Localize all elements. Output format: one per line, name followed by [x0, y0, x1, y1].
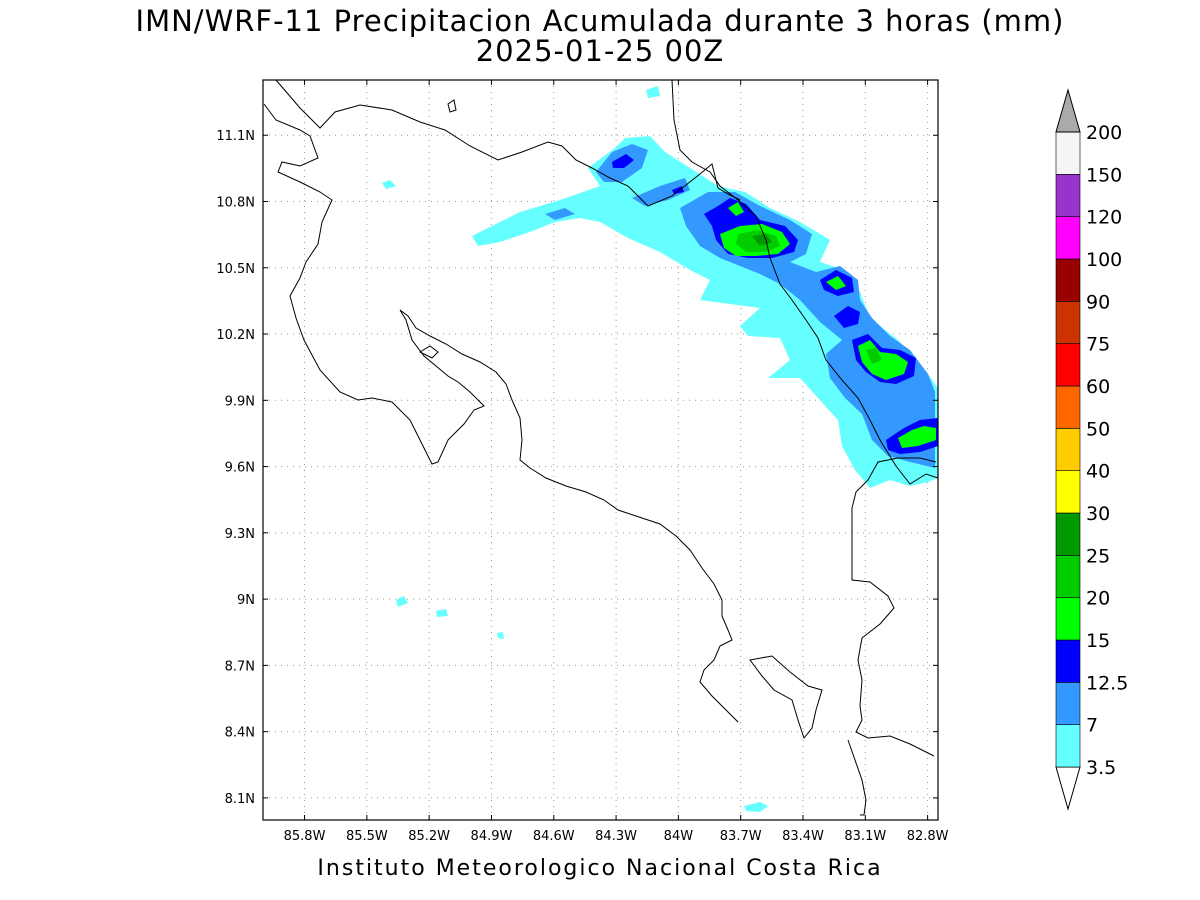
lon-tick-label: 83.7W: [720, 829, 762, 844]
colorbar-label: 75: [1086, 334, 1110, 356]
colorbar-max-arrow: [1055, 88, 1081, 133]
precip-area-15-e: [898, 426, 936, 448]
footer-credit: Instituto Meteorologico Nacional Costa R…: [317, 856, 883, 881]
nicaragua-pacific-coast: [263, 103, 739, 723]
colorbar-swatch: [1055, 597, 1081, 641]
precip-area-3.5-main: [472, 136, 938, 488]
lon-tick-label: 83.4W: [782, 829, 824, 844]
precip-area-15-a: [728, 202, 744, 216]
colorbar-swatch: [1055, 301, 1081, 344]
colorbar-label: 12.5: [1086, 672, 1128, 694]
lon-tick-label: 84.6W: [533, 829, 575, 844]
lake-island: [418, 345, 439, 359]
colorbar-label: 120: [1086, 207, 1122, 229]
coastlines-borders: [263, 79, 939, 816]
lat-tick-label: 10.8N: [216, 195, 255, 210]
precip-area-3.5-dot4: [497, 632, 504, 639]
colorbar-label: 200: [1086, 122, 1122, 144]
panama-border: [851, 457, 937, 757]
map-subtitle-date: 2025-01-25 00Z: [475, 34, 725, 68]
colorbar-swatch: [1055, 343, 1081, 387]
lon-tick-label: 83.1W: [844, 829, 886, 844]
precip-area-12.5-e: [834, 306, 860, 328]
lon-tick-label: 85.5W: [346, 829, 388, 844]
lat-tick-label: 8.4N: [225, 726, 255, 741]
colorbar-swatch: [1055, 555, 1081, 598]
colorbar-swatch: [1055, 724, 1081, 768]
lon-tick-label: 85.8W: [284, 829, 326, 844]
colorbar-label: 3.5: [1086, 757, 1116, 779]
colorbar-label: 15: [1086, 630, 1110, 652]
colorbar-swatch: [1055, 131, 1081, 175]
nicaragua-border: [275, 79, 741, 207]
precip-area-3.5-north: [646, 86, 660, 98]
colorbar-swatch: [1055, 216, 1081, 260]
colorbar-swatch: [1055, 639, 1081, 683]
lat-tick-label: 9.6N: [225, 461, 255, 476]
lon-tick-label: 85.2W: [408, 829, 450, 844]
precip-area-7-main: [680, 192, 935, 468]
colorbar-label: 150: [1086, 164, 1122, 186]
colorbar-swatch: [1055, 470, 1081, 514]
lon-tick-label: 82.8W: [907, 829, 949, 844]
precip-area-7-c: [632, 178, 690, 206]
north-islet: [447, 99, 457, 113]
map-title: IMN/WRF-11 Precipitacion Acumulada duran…: [135, 4, 1065, 38]
osa-peninsula: [749, 655, 823, 740]
latitude-axis: 11.1N 10.8N 10.5N 10.2N 9.9N 9.6N 9.3N 9N 8.7N 8.…: [216, 129, 938, 807]
burica-peninsula: [847, 739, 867, 816]
colorbar-swatch: [1055, 512, 1081, 556]
colorbar-legend: 3.5 7 12.5 15 20 25 30 40 50 60 75 90 100 120 150 200: [1055, 88, 1128, 811]
lat-tick-label: 9N: [237, 593, 255, 608]
colorbar-label: 25: [1086, 545, 1110, 567]
lon-tick-label: 84.9W: [471, 829, 513, 844]
colorbar-swatch: [1055, 428, 1081, 471]
colorbar-label: 20: [1086, 588, 1110, 610]
caribbean-coast: [671, 79, 939, 485]
colorbar-label: 100: [1086, 249, 1122, 271]
colorbar-swatch: [1055, 174, 1081, 217]
map-frame: [262, 79, 939, 821]
lat-tick-label: 9.3N: [225, 527, 255, 542]
precip-area-3.5-dot1: [382, 180, 396, 189]
precip-area-12.5-b: [672, 186, 684, 194]
colorbar-label: 30: [1086, 503, 1110, 525]
precip-area-3.5-south: [744, 802, 768, 812]
colorbar-label: 60: [1086, 376, 1110, 398]
precipitation-field: [382, 86, 938, 812]
lon-tick-label: 84W: [664, 829, 694, 844]
precip-area-12.5-a: [612, 154, 634, 168]
colorbar-min-arrow: [1055, 766, 1081, 811]
lat-tick-label: 11.1N: [216, 129, 255, 144]
colorbar-swatch: [1055, 258, 1081, 302]
precip-area-3.5-dot2: [396, 596, 408, 607]
lat-tick-label: 8.7N: [225, 659, 255, 674]
precip-area-15-c: [826, 276, 846, 290]
lat-tick-label: 9.9N: [225, 394, 255, 409]
colorbar-label: 90: [1086, 291, 1110, 313]
lat-tick-label: 10.5N: [216, 262, 255, 277]
lat-tick-label: 10.2N: [216, 328, 255, 343]
colorbar-label: 40: [1086, 461, 1110, 483]
longitude-axis: 85.8W 85.5W 85.2W 84.9W 84.6W 84.3W 84W 83.7W 83…: [284, 80, 949, 844]
colorbar-label: 7: [1086, 715, 1098, 737]
lon-tick-label: 84.3W: [595, 829, 637, 844]
precip-area-3.5-dot3: [436, 609, 448, 617]
colorbar-swatch: [1055, 682, 1081, 725]
lat-tick-label: 8.1N: [225, 792, 255, 807]
precip-area-7-b: [545, 208, 575, 220]
colorbar-label: 50: [1086, 418, 1110, 440]
precip-area-20-b: [866, 348, 882, 364]
colorbar-swatch: [1055, 385, 1081, 429]
